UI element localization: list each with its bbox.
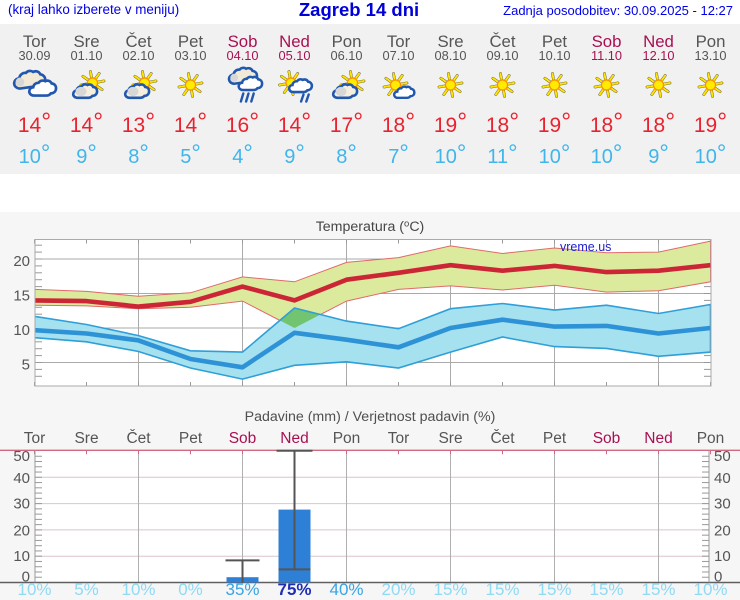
svg-text:15: 15 xyxy=(13,288,30,305)
svg-text:Pet: Pet xyxy=(179,430,203,447)
svg-text:50: 50 xyxy=(13,448,30,465)
svg-text:Sre: Sre xyxy=(74,430,98,447)
svg-text:15%: 15% xyxy=(433,580,467,599)
svg-text:20: 20 xyxy=(13,523,30,540)
svg-text:5: 5 xyxy=(22,357,30,374)
svg-text:10: 10 xyxy=(13,548,30,565)
svg-text:Pon: Pon xyxy=(333,430,361,447)
svg-text:Čet: Čet xyxy=(126,430,151,447)
svg-text:20%: 20% xyxy=(381,580,415,599)
svg-text:0: 0 xyxy=(22,569,30,586)
svg-text:Ned: Ned xyxy=(644,430,672,447)
svg-text:40%: 40% xyxy=(329,580,363,599)
svg-text:10%: 10% xyxy=(693,580,727,599)
svg-text:0: 0 xyxy=(714,569,722,586)
svg-text:30: 30 xyxy=(714,496,731,513)
svg-text:0%: 0% xyxy=(178,580,203,599)
svg-text:75%: 75% xyxy=(277,580,311,599)
svg-text:10: 10 xyxy=(13,322,30,339)
svg-text:Tor: Tor xyxy=(388,430,410,447)
svg-text:Padavine (mm) / Verjetnost pad: Padavine (mm) / Verjetnost padavin (%) xyxy=(245,409,496,425)
svg-text:Pon: Pon xyxy=(697,430,725,447)
svg-text:Pet: Pet xyxy=(543,430,567,447)
svg-text:Sob: Sob xyxy=(593,430,621,447)
svg-text:20: 20 xyxy=(13,253,30,270)
svg-text:Tor: Tor xyxy=(24,430,46,447)
svg-text:Sre: Sre xyxy=(438,430,462,447)
svg-text:15%: 15% xyxy=(485,580,519,599)
svg-text:35%: 35% xyxy=(225,580,259,599)
svg-text:10: 10 xyxy=(714,548,731,565)
svg-text:vreme.us: vreme.us xyxy=(560,240,611,254)
svg-text:10%: 10% xyxy=(17,580,51,599)
svg-text:30: 30 xyxy=(13,496,30,513)
svg-text:15%: 15% xyxy=(641,580,675,599)
svg-text:Temperatura (oC): Temperatura (oC) xyxy=(316,219,425,236)
svg-text:20: 20 xyxy=(714,523,731,540)
svg-text:Ned: Ned xyxy=(280,430,308,447)
svg-text:5%: 5% xyxy=(74,580,99,599)
svg-text:15%: 15% xyxy=(537,580,571,599)
svg-text:40: 40 xyxy=(714,470,731,487)
svg-text:Čet: Čet xyxy=(490,430,515,447)
svg-text:40: 40 xyxy=(13,470,30,487)
svg-text:15%: 15% xyxy=(589,580,623,599)
svg-text:50: 50 xyxy=(714,448,731,465)
svg-text:Sob: Sob xyxy=(229,430,257,447)
svg-text:10%: 10% xyxy=(121,580,155,599)
